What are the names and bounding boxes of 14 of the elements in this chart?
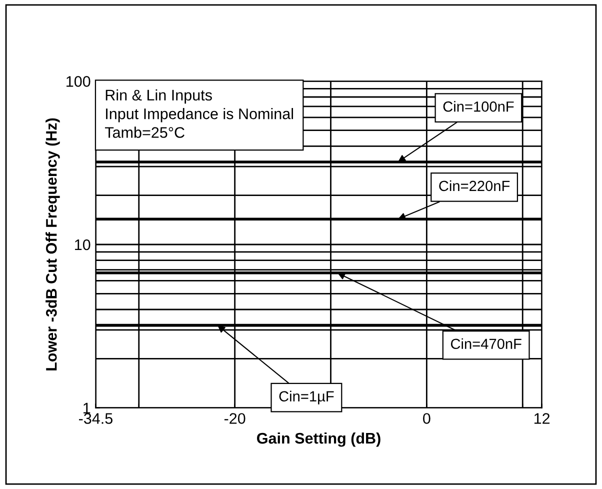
annotation: Cin=470nF xyxy=(450,338,522,350)
y-axis-title: Lower -3dB Cut Off Frequency (Hz) xyxy=(46,118,60,370)
x-tick-label: 12 xyxy=(534,413,550,424)
annotation: Cin=1µF xyxy=(279,390,334,404)
y-tick-label: 1 xyxy=(84,402,90,414)
annotation: Cin=100nF xyxy=(443,101,514,112)
x-tick-label: -20 xyxy=(224,413,246,424)
x-axis-title: Gain Setting (dB) xyxy=(257,432,380,447)
y-tick-label: 100 xyxy=(66,76,90,87)
annotation: Rin & Lin Inputs Input Impedance is Nominal Tamb=25°C xyxy=(104,89,293,138)
x-tick-label: 0 xyxy=(423,413,430,424)
y-tick-label: 10 xyxy=(75,239,90,250)
x-tick-label: -34.5 xyxy=(78,413,112,424)
annotation: Cin=220nF xyxy=(439,180,510,192)
